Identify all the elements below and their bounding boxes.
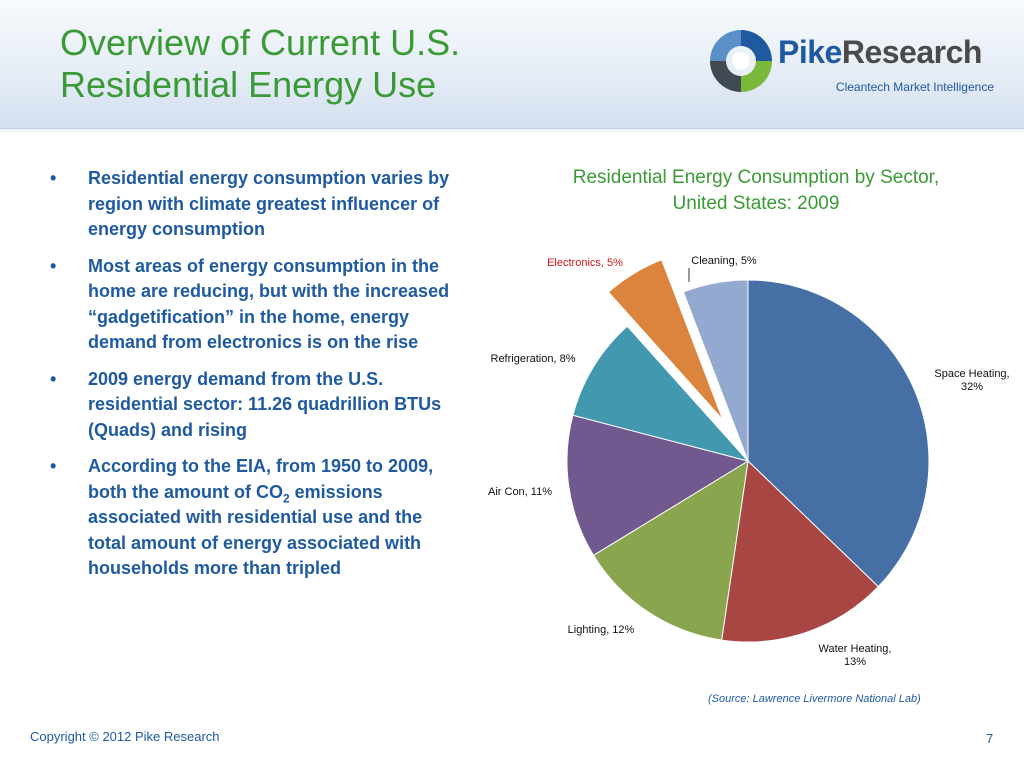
pie-label-refrigeration: Refrigeration, 8% xyxy=(491,353,576,365)
slide-title-line2: Residential Energy Use xyxy=(60,64,437,105)
pie-slice-cleaning xyxy=(682,279,749,462)
bullet-text-3: 2009 energy demand from the U.S. residen… xyxy=(88,368,442,440)
pie-slice-lighting xyxy=(592,460,749,641)
bullet-item: 2009 energy demand from the U.S. residen… xyxy=(50,367,462,444)
pie-slice-space-heating xyxy=(747,279,930,588)
logo-wordmark: PikeResearch xyxy=(778,34,982,71)
pie-slice-refrigeration xyxy=(572,325,750,462)
bullet-item: According to the EIA, from 1950 to 2009,… xyxy=(50,454,462,582)
pie-label-lighting: Lighting, 12% xyxy=(568,624,635,636)
slide-title-line1: Overview of Current U.S. xyxy=(60,22,461,63)
chart-title-line1: Residential Energy Consumption by Sector… xyxy=(572,167,940,188)
bullet-text-4a: According to the EIA, from 1950 to 2009,… xyxy=(88,456,434,502)
source-note: (Source: Lawrence Livermore National Lab… xyxy=(708,693,921,705)
logo-swirl-icon xyxy=(710,30,772,92)
slide-title: Overview of Current U.S. Residential Ene… xyxy=(60,22,460,106)
pie-label-air-con: Air Con, 11% xyxy=(488,486,552,498)
co2-subscript: 2 xyxy=(282,491,290,506)
pike-research-logo: PikeResearch Cleantech Market Intelligen… xyxy=(706,26,996,102)
bullet-text-2: Most areas of energy consumption in the … xyxy=(88,255,450,353)
logo-name-pike: Pike xyxy=(778,34,842,70)
page-number: 7 xyxy=(986,731,994,746)
pie-slice-air-con xyxy=(566,414,750,556)
pie-label-cleaning: Cleaning, 5% xyxy=(691,255,757,267)
pie-label-electronics: Electronics, 5% xyxy=(547,257,623,269)
chart-title-line2: United States: 2009 xyxy=(672,193,840,214)
pie-label-water-heating: Water Heating, 13% xyxy=(819,643,892,668)
bullet-text-4b: emissions associated with residential us… xyxy=(88,481,423,579)
pie-chart: Space Heating, 32% Water Heating, 13% Lighti… xyxy=(488,255,1010,668)
bullet-text-1: Residential energy consumption varies by… xyxy=(88,168,450,239)
bullet-list: Residential energy consumption varies by… xyxy=(50,166,462,593)
chart-title: Residential Energy Consumption by Sector… xyxy=(500,165,1012,217)
pie-slice-water-heating xyxy=(721,459,880,643)
logo-name-research: Research xyxy=(841,34,983,70)
pie-label-space-heating: Space Heating, 32% xyxy=(934,368,1009,393)
copyright-text: Copyright © 2012 Pike Research xyxy=(30,729,220,744)
logo-tagline: Cleantech Market Intelligence xyxy=(835,80,994,94)
bullet-item: Residential energy consumption varies by… xyxy=(50,166,462,243)
slide-header xyxy=(0,0,1024,129)
pie-slice-electronics xyxy=(603,255,730,429)
bullet-item: Most areas of energy consumption in the … xyxy=(50,254,462,356)
